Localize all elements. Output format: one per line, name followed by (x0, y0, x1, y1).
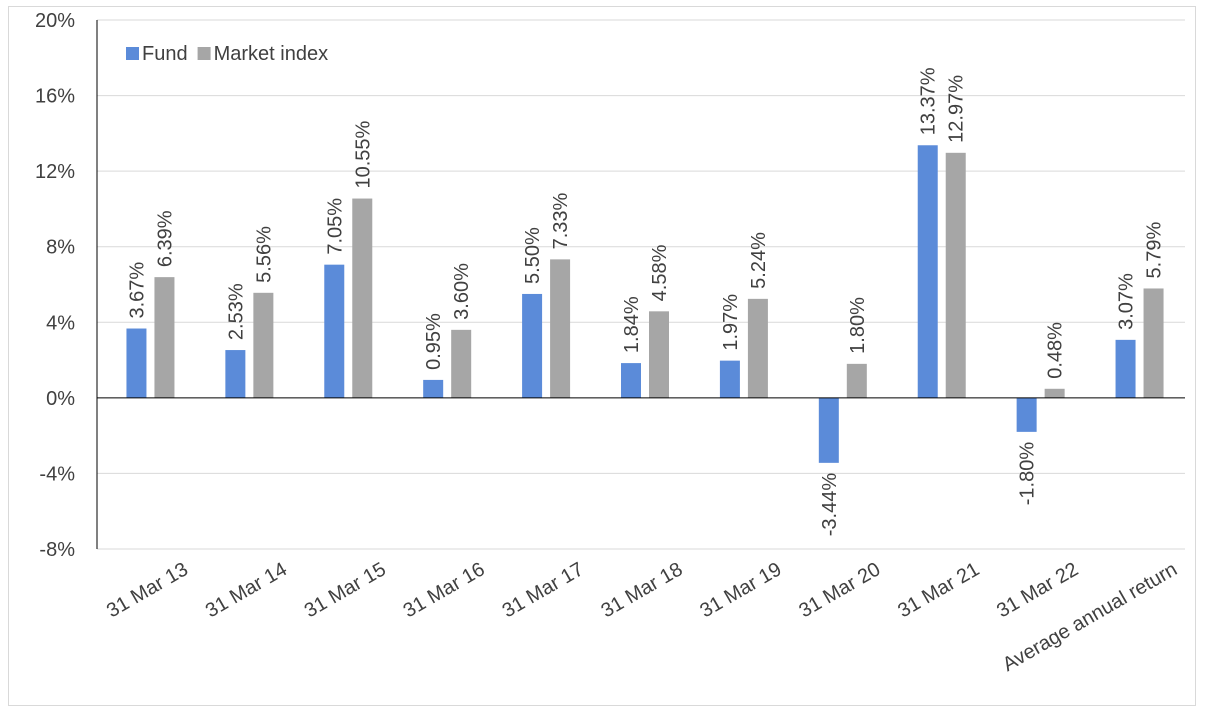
data-label: 0.48% (1045, 322, 1067, 379)
bar-market-index (747, 298, 768, 398)
data-label: 5.79% (1144, 222, 1166, 279)
data-label: 1.97% (720, 294, 742, 351)
x-tick-label: 31 Mar 13 (103, 558, 192, 622)
data-label: 1.84% (621, 296, 643, 353)
data-label: 2.53% (225, 283, 247, 340)
bar-market-index (1143, 288, 1164, 398)
bar-fund (719, 360, 740, 398)
bar-market-index (154, 277, 175, 398)
bar-market-index (352, 198, 373, 398)
data-label: 3.07% (1116, 273, 1138, 330)
bar-fund (423, 379, 444, 398)
legend-label-fund: Fund (142, 43, 188, 65)
x-tick-label: 31 Mar 14 (202, 558, 291, 622)
y-tick-label: 0% (46, 388, 75, 410)
x-tick-label: 31 Mar 19 (696, 558, 785, 622)
legend-swatch-market-index (197, 47, 211, 60)
x-tick-label: 31 Mar 15 (301, 558, 390, 622)
bar-fund (126, 328, 147, 398)
x-tick-label: 31 Mar 20 (795, 558, 884, 622)
bar-fund (324, 264, 345, 398)
x-tick-label: Average annual return (999, 558, 1181, 676)
bar-fund (1016, 397, 1037, 432)
x-tick-label: 31 Mar 16 (400, 558, 489, 622)
y-tick-label: 4% (46, 312, 75, 334)
bar-market-index (1044, 388, 1065, 398)
legend-swatch-fund (126, 47, 139, 60)
x-tick-label: 31 Mar 17 (499, 558, 588, 622)
data-label: 10.55% (352, 120, 374, 188)
y-tick-label: 12% (35, 161, 75, 183)
data-label: 1.80% (847, 297, 869, 354)
y-tick-label: 20% (35, 10, 75, 32)
chart-border (8, 6, 1196, 706)
bar-fund (522, 293, 543, 398)
bar-market-index (846, 363, 867, 398)
data-label: 4.58% (649, 244, 671, 301)
data-label: 0.95% (423, 313, 445, 370)
bar-market-index (253, 292, 274, 398)
data-label: 3.67% (126, 262, 148, 319)
bar-fund (621, 363, 641, 398)
y-tick-label: -8% (39, 539, 75, 561)
bar-fund (225, 350, 246, 398)
bar-fund (1115, 339, 1136, 398)
data-label: -3.44% (819, 473, 841, 537)
bar-market-index (550, 259, 571, 398)
bar-fund (818, 397, 839, 463)
data-label: 5.50% (522, 227, 544, 284)
data-label: 7.05% (324, 198, 346, 255)
bar-market-index (649, 311, 669, 398)
data-label: 13.37% (918, 67, 940, 135)
x-tick-label: 31 Mar 21 (894, 558, 983, 622)
data-label: 12.97% (946, 75, 968, 143)
y-tick-label: 8% (46, 237, 75, 259)
x-tick-label: 31 Mar 18 (598, 558, 687, 622)
bar-fund (917, 145, 938, 398)
data-label: 3.60% (451, 263, 473, 320)
data-label: 5.24% (748, 232, 770, 289)
bar-market-index (945, 152, 966, 398)
y-tick-label: 16% (35, 86, 75, 108)
data-label: 6.39% (154, 210, 176, 267)
bar-market-index (451, 329, 472, 398)
y-tick-label: -4% (39, 463, 75, 485)
data-label: 7.33% (550, 192, 572, 249)
x-tick-label: 31 Mar 22 (993, 558, 1082, 622)
data-label: -1.80% (1017, 442, 1039, 506)
legend-label-market-index: Market index (214, 43, 329, 65)
data-label: 5.56% (253, 226, 275, 283)
